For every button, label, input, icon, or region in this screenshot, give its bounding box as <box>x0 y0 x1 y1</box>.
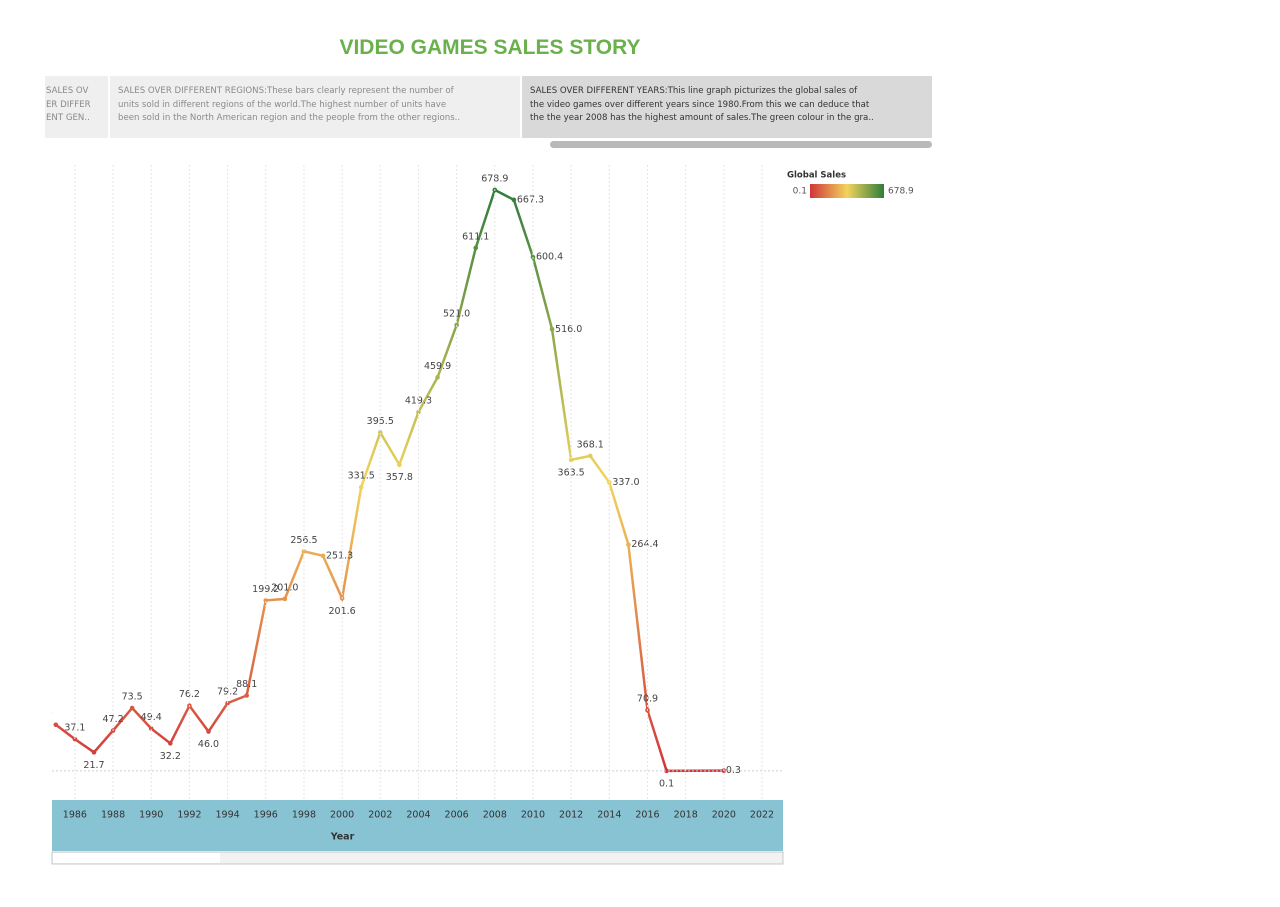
data-point <box>129 705 135 711</box>
x-tick-label: 2008 <box>483 810 507 821</box>
data-label: 47.2 <box>102 714 123 725</box>
data-label: 357.8 <box>386 472 413 483</box>
data-point <box>244 693 249 698</box>
data-label: 21.7 <box>83 760 104 771</box>
data-label: 70.9 <box>637 694 658 705</box>
data-label: 79.2 <box>217 687 238 698</box>
story-tab[interactable]: SALES OV ER DIFFER ENT GEN.. <box>45 76 108 138</box>
data-point <box>282 596 288 602</box>
data-point <box>91 750 97 755</box>
x-tick-label: 1990 <box>139 810 163 821</box>
x-tick-label: 2022 <box>750 810 774 821</box>
tab-text: SALES OVER DIFFERENT REGIONS:These bars … <box>118 86 454 96</box>
sales-line <box>55 188 724 773</box>
data-label: 264.4 <box>631 539 658 550</box>
legend-gradient <box>810 184 884 198</box>
data-point <box>587 453 593 459</box>
data-point <box>301 549 307 554</box>
data-label: 53.9 <box>32 708 53 719</box>
data-point <box>148 726 154 731</box>
x-tick-label: 1996 <box>254 810 278 821</box>
data-label: 667.3 <box>517 194 544 205</box>
x-tick-label: 2018 <box>674 810 698 821</box>
x-axis-band <box>52 800 783 851</box>
tab-scrollbar[interactable] <box>550 141 932 148</box>
data-point <box>473 245 479 251</box>
data-label: 331.5 <box>348 471 375 482</box>
data-point <box>416 409 421 415</box>
tab-text: ENT GEN.. <box>46 113 90 123</box>
data-label: 46.0 <box>198 739 219 750</box>
data-point <box>568 457 574 463</box>
story-tab[interactable]: SALES OVER DIFFERENT REGIONS:These bars … <box>110 76 520 138</box>
data-point <box>225 700 230 706</box>
data-label: 201.0 <box>271 582 298 593</box>
data-point <box>320 553 326 559</box>
x-tick-label: 2000 <box>330 810 354 821</box>
x-tick-label: 2002 <box>368 810 392 821</box>
x-tick-label: 2020 <box>712 810 736 821</box>
x-tick-label: 2016 <box>635 810 659 821</box>
x-tick-label: 1992 <box>177 810 201 821</box>
tab-text: the video games over different years sin… <box>530 99 870 110</box>
chart-scrollbar[interactable] <box>51 851 784 865</box>
data-label: 88.1 <box>236 679 257 690</box>
data-point <box>397 462 402 467</box>
data-label: 363.5 <box>558 467 585 478</box>
data-point <box>168 741 173 746</box>
x-tick-label: 1994 <box>215 810 239 821</box>
data-label: 337.0 <box>612 477 639 488</box>
data-point <box>664 768 669 774</box>
x-tick-label: 1986 <box>63 810 87 821</box>
data-point <box>263 598 269 603</box>
data-label: 201.6 <box>329 606 356 617</box>
data-point <box>206 729 211 734</box>
data-point <box>626 542 631 547</box>
data-point <box>377 430 383 435</box>
legend-min: 0.1 <box>793 187 807 197</box>
chart-scrollbar-thumb[interactable] <box>53 853 220 863</box>
x-tick-label: 1998 <box>292 810 316 821</box>
tab-text: SALES OV <box>46 86 89 96</box>
data-label: 256.5 <box>290 535 317 546</box>
tab-text: SALES OVER DIFFERENT YEARS:This line gra… <box>530 86 858 96</box>
data-label: 611.1 <box>462 231 489 242</box>
x-tick-label: 2004 <box>406 810 430 821</box>
story-tab[interactable]: SALES OVER DIFFERENT YEARS:This line gra… <box>522 76 932 138</box>
data-label: 368.1 <box>577 439 604 450</box>
data-point <box>549 327 555 332</box>
story-title: VIDEO GAMES SALES STORY <box>339 36 641 59</box>
data-point <box>358 484 364 490</box>
tab-text: been sold in the North American region a… <box>118 113 461 123</box>
x-axis-title: Year <box>330 832 355 843</box>
data-label: 251.3 <box>326 550 353 561</box>
x-tick-label: 1988 <box>101 810 125 821</box>
x-tick-label: 2010 <box>521 810 545 821</box>
data-point <box>53 722 59 728</box>
x-tick-label: 2014 <box>597 810 621 821</box>
x-tick-label: 2012 <box>559 810 583 821</box>
data-label: 600.4 <box>536 252 563 263</box>
data-label: 516.0 <box>555 324 582 335</box>
data-label: 73.5 <box>122 692 143 703</box>
data-point <box>435 375 440 380</box>
data-label: 0.1 <box>659 778 674 789</box>
legend-max: 678.9 <box>888 187 914 197</box>
tab-text: units sold in different regions of the w… <box>118 99 447 110</box>
data-point <box>72 736 78 742</box>
tab-text: ER DIFFER <box>46 99 91 110</box>
data-label: 32.2 <box>160 751 181 762</box>
tab-text: the the year 2008 has the highest amount… <box>530 113 874 123</box>
data-label: 37.1 <box>64 723 85 734</box>
data-point <box>511 197 517 203</box>
data-label: 459.9 <box>424 361 451 372</box>
x-tick-label: 2006 <box>445 810 469 821</box>
legend-title: Global Sales <box>787 171 846 181</box>
